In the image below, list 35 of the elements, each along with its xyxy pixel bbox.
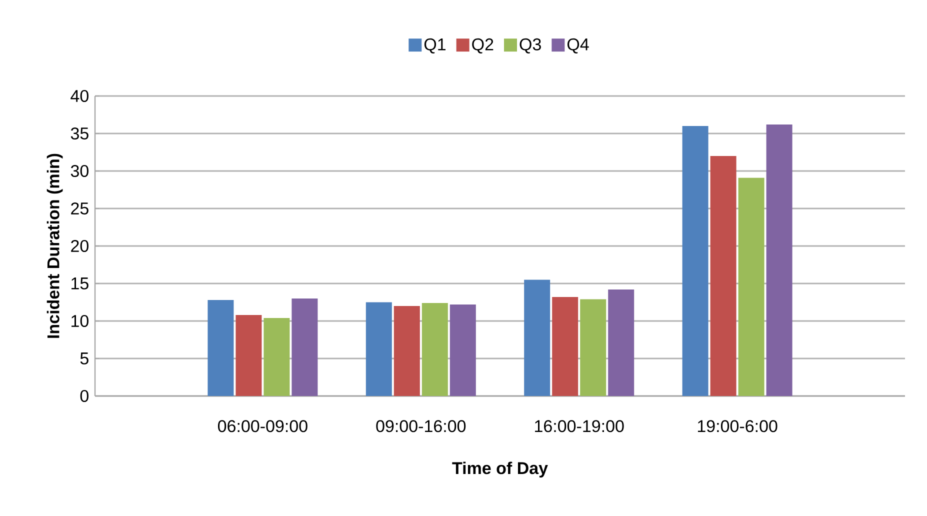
x-tick-label: 16:00-19:00 xyxy=(535,420,624,432)
bar xyxy=(422,302,448,396)
x-tick-label: 09:00-16:00 xyxy=(376,420,466,432)
bar xyxy=(682,126,708,396)
x-axis-title: Time of Day xyxy=(452,462,548,478)
y-tick-label: 35 xyxy=(70,127,88,140)
x-tick-label: 06:00-09:00 xyxy=(218,420,308,432)
bar xyxy=(524,280,550,396)
legend-label: Q3 xyxy=(520,38,541,54)
bar xyxy=(450,304,476,396)
legend-label: Q2 xyxy=(472,38,494,54)
y-tick-label: 40 xyxy=(70,90,88,102)
y-axis-title: Incident Duration (min) xyxy=(46,154,63,338)
y-tick-label: 15 xyxy=(72,278,88,290)
y-tick-label: 25 xyxy=(71,202,88,215)
bar xyxy=(766,124,792,396)
bar xyxy=(738,178,764,396)
x-tick-label: 19:00-6:00 xyxy=(698,420,778,432)
y-tick-label: 0 xyxy=(80,390,88,402)
bar xyxy=(264,318,290,396)
y-tick-label: 20 xyxy=(71,240,88,252)
bar xyxy=(366,302,392,396)
bar xyxy=(710,156,736,396)
bar xyxy=(236,314,262,396)
y-tick-label: 30 xyxy=(70,164,88,178)
bar xyxy=(608,289,634,396)
bar xyxy=(394,306,420,396)
y-tick-label: 10 xyxy=(72,314,88,328)
bar xyxy=(552,296,578,396)
legend-label: Q1 xyxy=(424,38,446,54)
bar xyxy=(580,299,606,396)
y-tick-label: 5 xyxy=(80,352,88,364)
legend-label: Q4 xyxy=(567,38,589,54)
bar xyxy=(208,300,234,396)
bar xyxy=(292,298,318,396)
